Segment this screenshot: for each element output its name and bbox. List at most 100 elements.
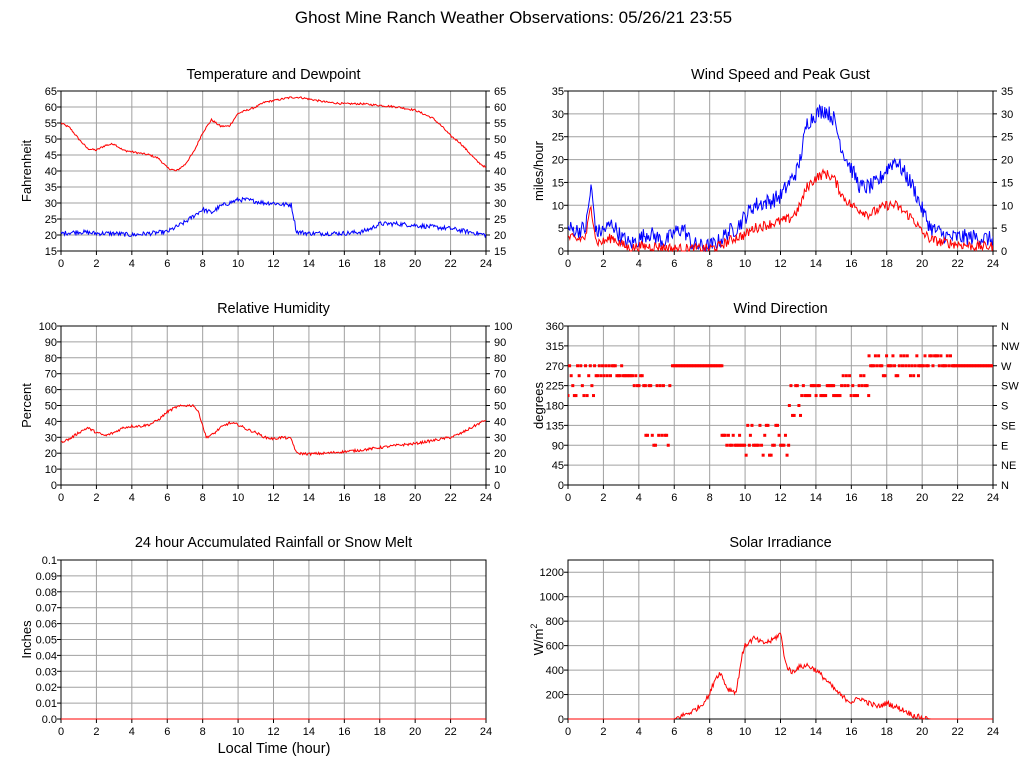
wind-direction-point	[768, 453, 772, 457]
wind-direction-point	[766, 423, 770, 427]
wind-direction-point	[663, 433, 667, 437]
temperature-ytick-label: 65	[45, 86, 57, 98]
rainfall-xtick-label: 24	[480, 726, 492, 738]
wind-direction-point	[694, 364, 698, 368]
solar-xtick-label: 8	[707, 726, 713, 738]
humidity-ytick-right-label: 40	[494, 416, 506, 428]
wind-direction-point	[660, 433, 664, 437]
wind-direction-point	[748, 433, 752, 437]
wind-direction-point	[805, 394, 809, 398]
wind-xtick-label: 8	[707, 258, 713, 270]
rainfall-ylabel: Inches	[19, 620, 34, 659]
wind-direction-point	[931, 364, 935, 368]
wind-direction-point	[942, 364, 946, 368]
wind-title: Wind Speed and Peak Gust	[691, 67, 870, 83]
wind-direction-point	[599, 374, 603, 378]
wind-direction-point	[799, 413, 803, 417]
wind-direction-point	[707, 364, 711, 368]
solar-xtick-label: 20	[916, 726, 928, 738]
wind-direction-point	[771, 443, 775, 447]
temperature-line-blue	[61, 196, 486, 239]
wind-direction-point	[624, 374, 628, 378]
rainfall-ytick-label: 0.02	[36, 682, 57, 694]
wind-direction-point	[986, 364, 990, 368]
wind-direction-point	[629, 374, 633, 378]
wind-direction-point	[601, 364, 605, 368]
wind-direction-point	[921, 364, 925, 368]
solar-title: Solar Irradiance	[729, 535, 831, 551]
wind-direction-point	[712, 364, 716, 368]
wind-direction-point	[828, 384, 832, 388]
wind-line-red	[568, 168, 993, 252]
wind-direction-point	[797, 404, 801, 407]
wind-xtick-label: 4	[636, 258, 642, 270]
temperature-xtick-label: 0	[58, 258, 64, 270]
wind-xtick-label: 14	[810, 258, 822, 270]
wind-direction-point	[960, 364, 964, 368]
solar-xtick-label: 2	[600, 726, 606, 738]
temperature-ytick-label: 35	[45, 182, 57, 194]
rainfall-ytick-label: 0.01	[36, 698, 57, 710]
temperature-ytick-label: 30	[45, 198, 57, 210]
solar-ytick-label: 200	[546, 690, 564, 702]
temperature-ytick-right-label: 20	[494, 230, 506, 242]
wind-ytick-right-label: 25	[1001, 132, 1013, 144]
temperature-ytick-label: 15	[45, 246, 57, 258]
wind-direction-ytick-label: 360	[546, 321, 564, 333]
humidity-line-red	[61, 403, 486, 457]
wind-direction-point	[760, 443, 764, 447]
wind-direction-point	[984, 364, 988, 368]
wind-direction-point	[585, 394, 589, 398]
wind-direction-point	[652, 443, 656, 447]
wind-direction-ytick-label: 315	[546, 341, 564, 353]
rainfall-xtick-label: 14	[303, 726, 315, 738]
wind-xtick-label: 16	[845, 258, 857, 270]
humidity-ytick-label: 60	[45, 385, 57, 397]
wind-direction-point	[833, 394, 837, 398]
wind-direction-point	[587, 374, 591, 378]
wind-direction-point	[791, 413, 795, 417]
wind-direction-point	[675, 364, 679, 368]
wind-direction-point	[672, 364, 676, 368]
humidity-xtick-label: 10	[232, 492, 244, 504]
wind-direction-point	[637, 384, 641, 388]
wind-direction-point	[668, 384, 672, 388]
wind-direction-point	[923, 354, 927, 358]
wind-ytick-right-label: 20	[1001, 155, 1013, 167]
temperature-ytick-right-label: 25	[494, 214, 506, 226]
rainfall-xtick-label: 10	[232, 726, 244, 738]
temperature-line-red	[61, 96, 486, 172]
wind-direction-point	[752, 443, 756, 447]
wind-direction-point	[626, 374, 630, 378]
temperature-xtick-label: 14	[303, 258, 315, 270]
wind-direction-point	[755, 443, 759, 447]
wind-direction-point	[643, 384, 647, 388]
wind-direction-point	[901, 364, 905, 368]
wind-direction-point	[717, 364, 721, 368]
wind-direction-point	[963, 364, 967, 368]
wind-direction-ytick-right-label: NE	[1001, 460, 1016, 472]
wind-direction-point	[792, 413, 796, 417]
wind-direction-point	[576, 364, 580, 368]
humidity-xtick-label: 0	[58, 492, 64, 504]
wind-direction-point	[846, 384, 850, 388]
wind-direction-point	[620, 364, 624, 368]
wind-direction-point	[801, 384, 805, 388]
wind-direction-point	[736, 443, 740, 447]
wind-direction-point	[744, 453, 748, 457]
rainfall-ytick-label: 0.09	[36, 571, 57, 583]
wind-direction-point	[917, 364, 921, 368]
wind-direction-point	[646, 433, 650, 437]
rainfall-ytick-label: 0.06	[36, 619, 57, 631]
wind-direction-point	[574, 394, 578, 398]
wind-direction-point	[806, 394, 810, 398]
wind-direction-point	[862, 374, 866, 378]
wind-direction-point	[634, 374, 638, 378]
wind-direction-point	[958, 364, 962, 368]
wind-direction-point	[644, 433, 648, 437]
wind-direction-point	[897, 364, 901, 368]
wind-direction-point	[582, 394, 586, 398]
wind-direction-point	[779, 443, 783, 447]
wind-direction-point	[836, 394, 840, 398]
